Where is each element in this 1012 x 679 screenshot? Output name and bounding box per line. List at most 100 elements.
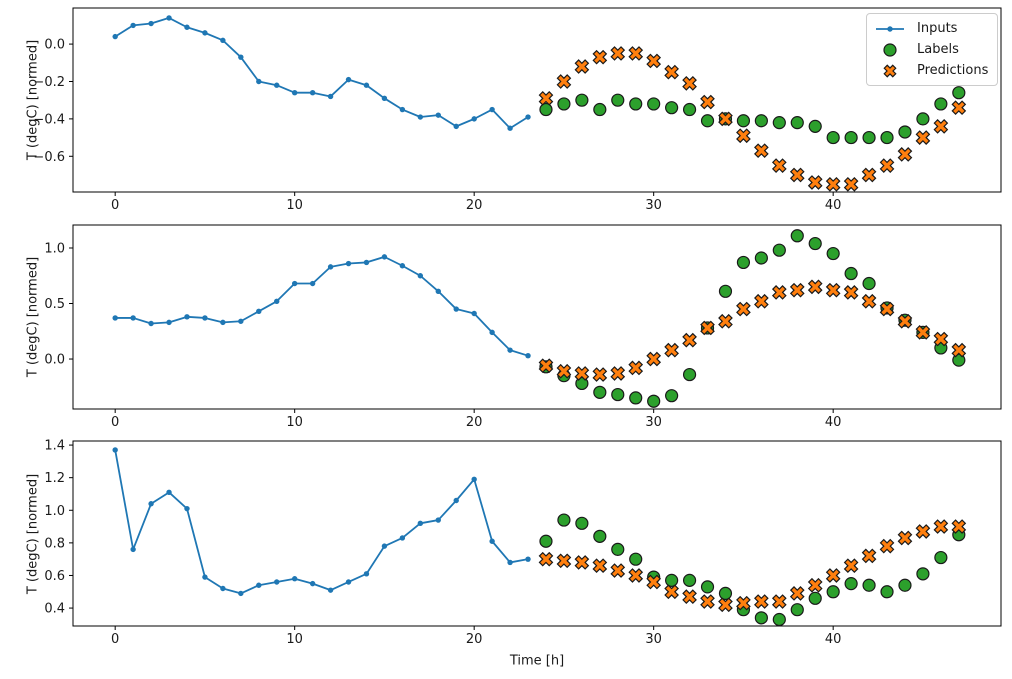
legend-label-labels: Labels [917, 41, 959, 57]
inputs-point [148, 20, 154, 27]
labels-point [700, 114, 715, 128]
inputs-point [471, 310, 477, 317]
predictions-point [771, 594, 787, 609]
predictions-legend-x [883, 63, 897, 78]
predictions-point [879, 158, 895, 173]
inputs-point [166, 319, 172, 326]
legend: Inputs Labels Predictions [866, 13, 998, 86]
x-axis-label: Time [h] [509, 653, 565, 669]
inputs-point [381, 254, 388, 260]
y-tick-label: −0.4 [33, 112, 65, 127]
labels-point [754, 114, 768, 128]
predictions-point [789, 167, 805, 183]
labels-point [611, 93, 625, 107]
inputs-point [525, 114, 531, 120]
predictions-point [861, 293, 877, 309]
inputs-point [291, 90, 298, 96]
y-axis-label-subplot-3: T (degC) [normed] [25, 473, 41, 595]
inputs-point [274, 82, 280, 88]
predictions-point [718, 111, 733, 127]
x-tick-label: 30 [645, 198, 662, 213]
labels-point [575, 93, 589, 107]
y-tick-label: 0.5 [44, 297, 65, 312]
x-ticks: 0 10 20 30 40 [111, 409, 841, 430]
predictions-point [915, 130, 931, 145]
y-ticks: 0.0 −0.2 −0.4 −0.6 [33, 38, 73, 165]
inputs-point [202, 315, 208, 321]
labels-point [575, 516, 589, 530]
labels-point [880, 585, 894, 599]
predictions-point [682, 332, 697, 348]
y-tick-label: 1.4 [44, 439, 65, 454]
inputs-line [114, 449, 529, 595]
x-ticks: 0 10 20 30 40 [111, 192, 841, 213]
inputs-point [489, 106, 495, 113]
inputs-point [399, 263, 406, 269]
labels-point [629, 552, 643, 566]
inputs-line [114, 17, 529, 130]
labels-point [826, 130, 840, 145]
inputs-point [148, 501, 154, 507]
predictions-point [736, 301, 751, 317]
labels-circle-icon [883, 42, 897, 57]
labels-point [808, 119, 822, 133]
labels-point [539, 102, 553, 117]
x-tick-label: 30 [645, 415, 662, 430]
x-tick-label: 10 [286, 198, 303, 213]
inputs-point [291, 280, 298, 287]
inputs-point [166, 489, 172, 496]
labels-point [593, 385, 607, 399]
labels-point [826, 246, 840, 261]
predictions-point [736, 595, 751, 611]
predictions-point [879, 301, 895, 317]
x-tick-label: 20 [466, 198, 483, 213]
predictions-point [807, 577, 823, 593]
predictions-point [538, 358, 554, 374]
predictions-point [556, 74, 572, 89]
inputs-point [345, 260, 352, 267]
inputs-point [327, 587, 334, 593]
inputs-point [453, 306, 459, 312]
y-tick-label: −0.6 [33, 150, 65, 165]
predictions-point [628, 46, 644, 61]
y-ticks: 1.4 1.2 1.0 0.8 0.6 0.4 [44, 439, 73, 617]
inputs-point [417, 273, 424, 279]
x-tick-label: 20 [466, 632, 483, 647]
predictions-point [861, 167, 877, 183]
labels-point [772, 612, 786, 627]
labels-point [539, 534, 553, 548]
labels-point [772, 116, 786, 130]
predictions-point [664, 584, 679, 600]
predictions-point [556, 553, 572, 569]
y-tick-label: 0.6 [44, 569, 65, 584]
inputs-point [345, 579, 352, 585]
labels-point [593, 529, 607, 543]
labels-point [700, 580, 715, 594]
predictions-point [897, 530, 913, 546]
labels-point [665, 573, 679, 587]
labels-series [539, 86, 966, 145]
predictions-point [556, 363, 572, 379]
inputs-series [112, 15, 531, 131]
predictions-point [843, 558, 859, 574]
predictions-point [538, 551, 554, 567]
inputs-point [363, 571, 370, 577]
inputs-point [238, 54, 244, 60]
subplot-1: 0 10 20 30 40 0.0 −0.2 −0.4 −0.6 [33, 7, 1002, 213]
labels-point [718, 284, 733, 298]
labels-point [898, 578, 912, 592]
labels-point [665, 101, 679, 115]
inputs-point [130, 546, 136, 553]
y-tick-label: 0.0 [44, 38, 65, 53]
predictions-point [628, 568, 644, 583]
y-tick-label: 0.4 [44, 602, 65, 617]
inputs-point [327, 264, 334, 270]
predictions-point [879, 538, 895, 554]
predictions-point [933, 519, 949, 534]
inputs-point [220, 319, 226, 326]
axes-spines [72, 440, 1002, 627]
predictions-point [951, 519, 967, 534]
labels-point [844, 577, 858, 591]
predictions-point [628, 360, 644, 376]
inputs-point [309, 580, 316, 587]
